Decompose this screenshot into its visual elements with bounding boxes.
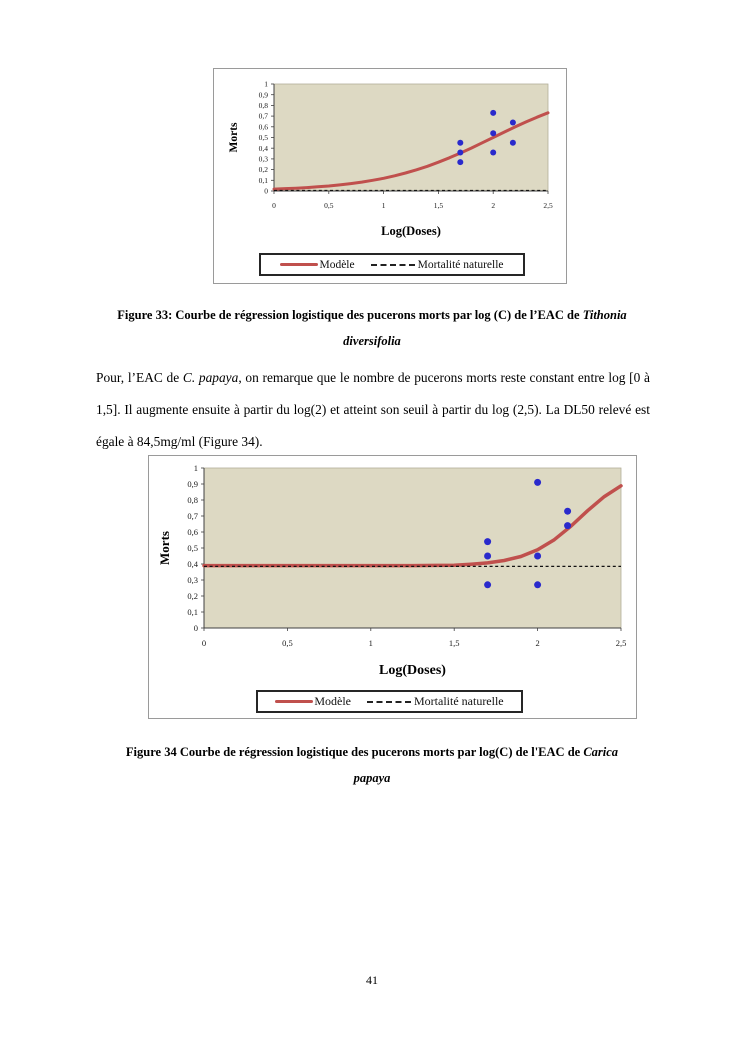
data-point — [534, 552, 542, 560]
y-tick-label: 0,2 — [187, 591, 198, 601]
text-run: Figure 33: Courbe de régression logistiq… — [117, 308, 583, 322]
figure33-chart-svg: 00,10,20,30,40,50,60,70,80,910 0,5 1 1,5 2 2,… — [228, 80, 553, 238]
data-point — [484, 581, 492, 589]
figure33-caption-line2: diversifolia — [62, 328, 682, 354]
legend-entry-natural-mortality: Mortalité naturelle — [370, 258, 504, 271]
x-tick-label: 0 — [272, 201, 276, 210]
y-tick-label: 0,5 — [187, 543, 198, 553]
body-paragraph: Pour, l’EAC de C. papaya, on remarque qu… — [96, 362, 650, 458]
x-tick-label: 0 — [202, 638, 206, 648]
species-name-italic: diversifolia — [343, 334, 401, 348]
figure33-chart: 0 0,1 0,2 0,3 0,4 0,5 0,6 0,7 0,8 0,9 1 0 0,5 1 1,5 2 2,… — [213, 68, 567, 284]
y-tick-label: 0,1 — [187, 607, 198, 617]
y-axis-title: Morts — [157, 531, 172, 565]
legend-entry-model: Modèle — [280, 258, 355, 271]
legend-label-model: Modèle — [319, 258, 355, 271]
text-run: Figure 34 Courbe de régression logistiqu… — [125, 745, 584, 759]
legend-label-natural-mortality: Mortalité naturelle — [417, 258, 504, 271]
x-tick-label: 2 — [535, 638, 539, 648]
y-tick-label: 0,1 — [259, 176, 269, 185]
text-run: , on remarque que le nombre de pucerons … — [96, 370, 651, 449]
plot-area — [203, 467, 622, 629]
data-point — [490, 130, 497, 137]
text-run: Pour, l’EAC de — [96, 370, 183, 385]
x-axis-title: Log(Doses) — [379, 663, 446, 678]
figure34-caption-line1: Figure 34 Courbe de régression logistiqu… — [62, 739, 682, 765]
legend-entry-natural-mortality: Mortalité naturelle — [367, 694, 504, 709]
y-tick-label: 0,6 — [187, 527, 198, 537]
y-tick-label: 0,3 — [187, 575, 198, 585]
figure34-chart: 0 0,1 0,2 0,3 0,4 0,5 0,6 0,7 0,8 0,9 1 0 0,5 1 1,5 2 2,… — [148, 455, 637, 719]
species-name-italic: Tithonia — [582, 308, 627, 322]
x-tick-label: 0,5 — [324, 201, 334, 210]
y-tick-label: 0,8 — [259, 101, 269, 110]
figure33-caption: Figure 33: Courbe de régression logistiq… — [62, 302, 682, 354]
x-axis-title: Log(Doses) — [381, 224, 441, 238]
data-point — [484, 552, 492, 560]
y-tick-label: 1 — [194, 463, 198, 473]
y-tick-label: 0 — [194, 623, 198, 633]
figure34-legend: Modèle Mortalité naturelle — [256, 690, 523, 713]
y-tick-label: 0,9 — [187, 479, 198, 489]
figure33-caption-line1: Figure 33: Courbe de régression logistiq… — [62, 302, 682, 328]
x-tick-label: 1 — [369, 638, 373, 648]
natural-mortality-dash-sample-icon — [370, 263, 415, 266]
species-name-italic: papaya — [353, 771, 391, 785]
species-name-italic: C. papaya — [182, 370, 239, 385]
y-tick-label: 0,4 — [187, 559, 198, 569]
y-tick-label: 1 — [264, 80, 268, 89]
data-point — [490, 149, 497, 156]
model-curve — [202, 484, 623, 568]
model-line-sample-icon — [280, 263, 319, 266]
figure33-legend: Modèle Mortalité naturelle — [259, 253, 525, 276]
data-point — [457, 139, 464, 146]
data-point — [490, 109, 497, 116]
data-point — [457, 159, 464, 166]
data-point — [509, 119, 516, 126]
data-point — [534, 581, 542, 589]
data-point — [509, 139, 516, 146]
natural-mortality-dash-sample-icon — [367, 700, 411, 703]
legend-label-natural-mortality: Mortalité naturelle — [414, 694, 504, 708]
y-tick-label: 0,6 — [259, 122, 269, 131]
data-point — [484, 538, 492, 546]
y-tick-label: 0,7 — [259, 112, 269, 121]
y-tick-label: 0,9 — [259, 90, 269, 99]
y-axis-title: Morts — [228, 122, 240, 153]
model-line-sample-icon — [275, 700, 314, 703]
y-tick-label: 0 — [264, 187, 268, 196]
data-point — [564, 507, 572, 515]
y-tick-label: 0,4 — [259, 144, 269, 153]
legend-entry-model: Modèle — [275, 694, 351, 709]
x-tick-label: 1,5 — [449, 638, 460, 648]
figure34-caption-line2: papaya — [62, 765, 682, 791]
model-curve — [272, 111, 550, 191]
plot-area — [273, 83, 549, 192]
data-point — [457, 149, 464, 156]
x-tick-label: 1,5 — [434, 201, 444, 210]
data-point — [564, 522, 572, 530]
species-name-italic: Carica — [583, 745, 619, 759]
y-tick-label: 0,2 — [259, 165, 269, 174]
x-tick-label: 2,5 — [616, 638, 627, 648]
data-point — [534, 478, 542, 486]
x-tick-label: 2 — [491, 201, 495, 210]
figure34-caption: Figure 34 Courbe de régression logistiqu… — [62, 739, 682, 791]
y-tick-label: 0,5 — [259, 133, 269, 142]
y-tick-label: 0,3 — [259, 155, 269, 164]
x-tick-label: 0,5 — [282, 638, 293, 648]
x-tick-label: 1 — [382, 201, 386, 210]
legend-label-model: Modèle — [314, 694, 351, 708]
y-tick-label: 0,7 — [187, 511, 198, 521]
y-tick-label: 0,8 — [187, 495, 198, 505]
x-tick-label: 2,5 — [543, 201, 553, 210]
figure34-chart-svg: 0 0,1 0,2 0,3 0,4 0,5 0,6 0,7 0,8 0,9 1 0 0,5 1 1,5 2 2,… — [157, 463, 627, 678]
page-number: 41 — [366, 973, 378, 987]
